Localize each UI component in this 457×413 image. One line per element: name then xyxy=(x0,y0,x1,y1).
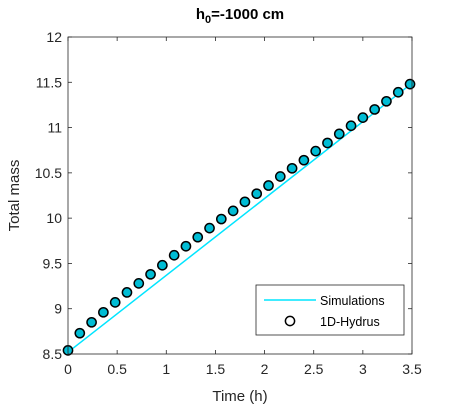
hydrus-data-point xyxy=(168,249,180,261)
hydrus-data-point xyxy=(369,104,381,115)
hydrus-data-point xyxy=(86,316,97,328)
y-ticks: 8.5 9 9.5 10 10.5 11 11.5 12 xyxy=(35,29,412,362)
legend: Simulations 1D-Hydrus xyxy=(255,284,405,336)
x-tick-label: 1 xyxy=(162,361,170,377)
legend-label-1d-hydrus: 1D-Hydrus xyxy=(320,315,380,329)
hydrus-data-point xyxy=(381,95,392,107)
x-tick-label: 2.5 xyxy=(304,361,324,377)
hydrus-data-point xyxy=(404,78,416,90)
x-tick-label: 1.5 xyxy=(206,361,226,377)
hydrus-data-point xyxy=(98,306,109,318)
hydrus-data-point xyxy=(227,205,239,217)
hydrus-data-point xyxy=(251,188,263,200)
x-ticks: 0 0.5 1 1.5 2 2.5 3 3.5 xyxy=(64,37,422,377)
hydrus-data-point xyxy=(333,128,345,140)
x-tick-label: 2 xyxy=(261,361,269,377)
hydrus-data-point xyxy=(286,162,298,174)
y-tick-label: 8.5 xyxy=(43,346,63,362)
hydrus-data-point xyxy=(133,278,145,289)
y-tick-label: 11.5 xyxy=(36,74,62,90)
x-tick-label: 3.5 xyxy=(402,361,422,377)
hydrus-data-point xyxy=(298,154,310,166)
hydrus-data-point xyxy=(121,287,133,298)
hydrus-data-point xyxy=(109,297,121,308)
hydrus-data-point xyxy=(192,231,204,243)
hydrus-data-point xyxy=(392,86,404,98)
title-subscript: 0 xyxy=(205,14,211,26)
x-tick-label: 3 xyxy=(359,361,367,377)
hydrus-data-point xyxy=(357,112,369,123)
hydrus-data-point xyxy=(180,240,192,252)
title-main: h xyxy=(196,6,205,23)
legend-box xyxy=(255,284,405,336)
hydrus-data-point xyxy=(263,180,274,191)
title-rest: =-1000 cm xyxy=(211,6,284,23)
y-tick-label: 11 xyxy=(47,120,62,136)
hydrus-data-point xyxy=(310,145,322,157)
hydrus-data-point xyxy=(204,222,215,234)
legend-hydrus-marker-swatch xyxy=(284,315,296,327)
series-layer xyxy=(62,78,416,356)
x-tick-label: 0 xyxy=(64,361,72,377)
hydrus-data-point xyxy=(345,120,357,132)
hydrus-data-point xyxy=(322,137,333,149)
y-tick-label: 10 xyxy=(46,210,62,226)
hydrus-data-point xyxy=(215,213,227,225)
hydrus-data-point xyxy=(74,327,86,339)
plot-frame xyxy=(67,36,413,355)
hydrus-data-point xyxy=(274,171,286,182)
hydrus-data-point xyxy=(239,196,251,208)
chart-title: h0=-1000 cm xyxy=(196,6,284,26)
y-tick-label: 9 xyxy=(54,301,62,317)
y-tick-label: 12 xyxy=(46,29,62,45)
legend-label-simulations: Simulations xyxy=(320,294,385,308)
y-axis-label: Total mass xyxy=(6,160,23,232)
y-tick-label: 10.5 xyxy=(35,165,62,181)
hydrus-data-point xyxy=(145,268,156,280)
x-axis-label: Time (h) xyxy=(212,388,267,405)
y-tick-label: 9.5 xyxy=(43,255,63,271)
hydrus-data-point xyxy=(157,259,168,271)
x-tick-label: 0.5 xyxy=(107,361,127,377)
